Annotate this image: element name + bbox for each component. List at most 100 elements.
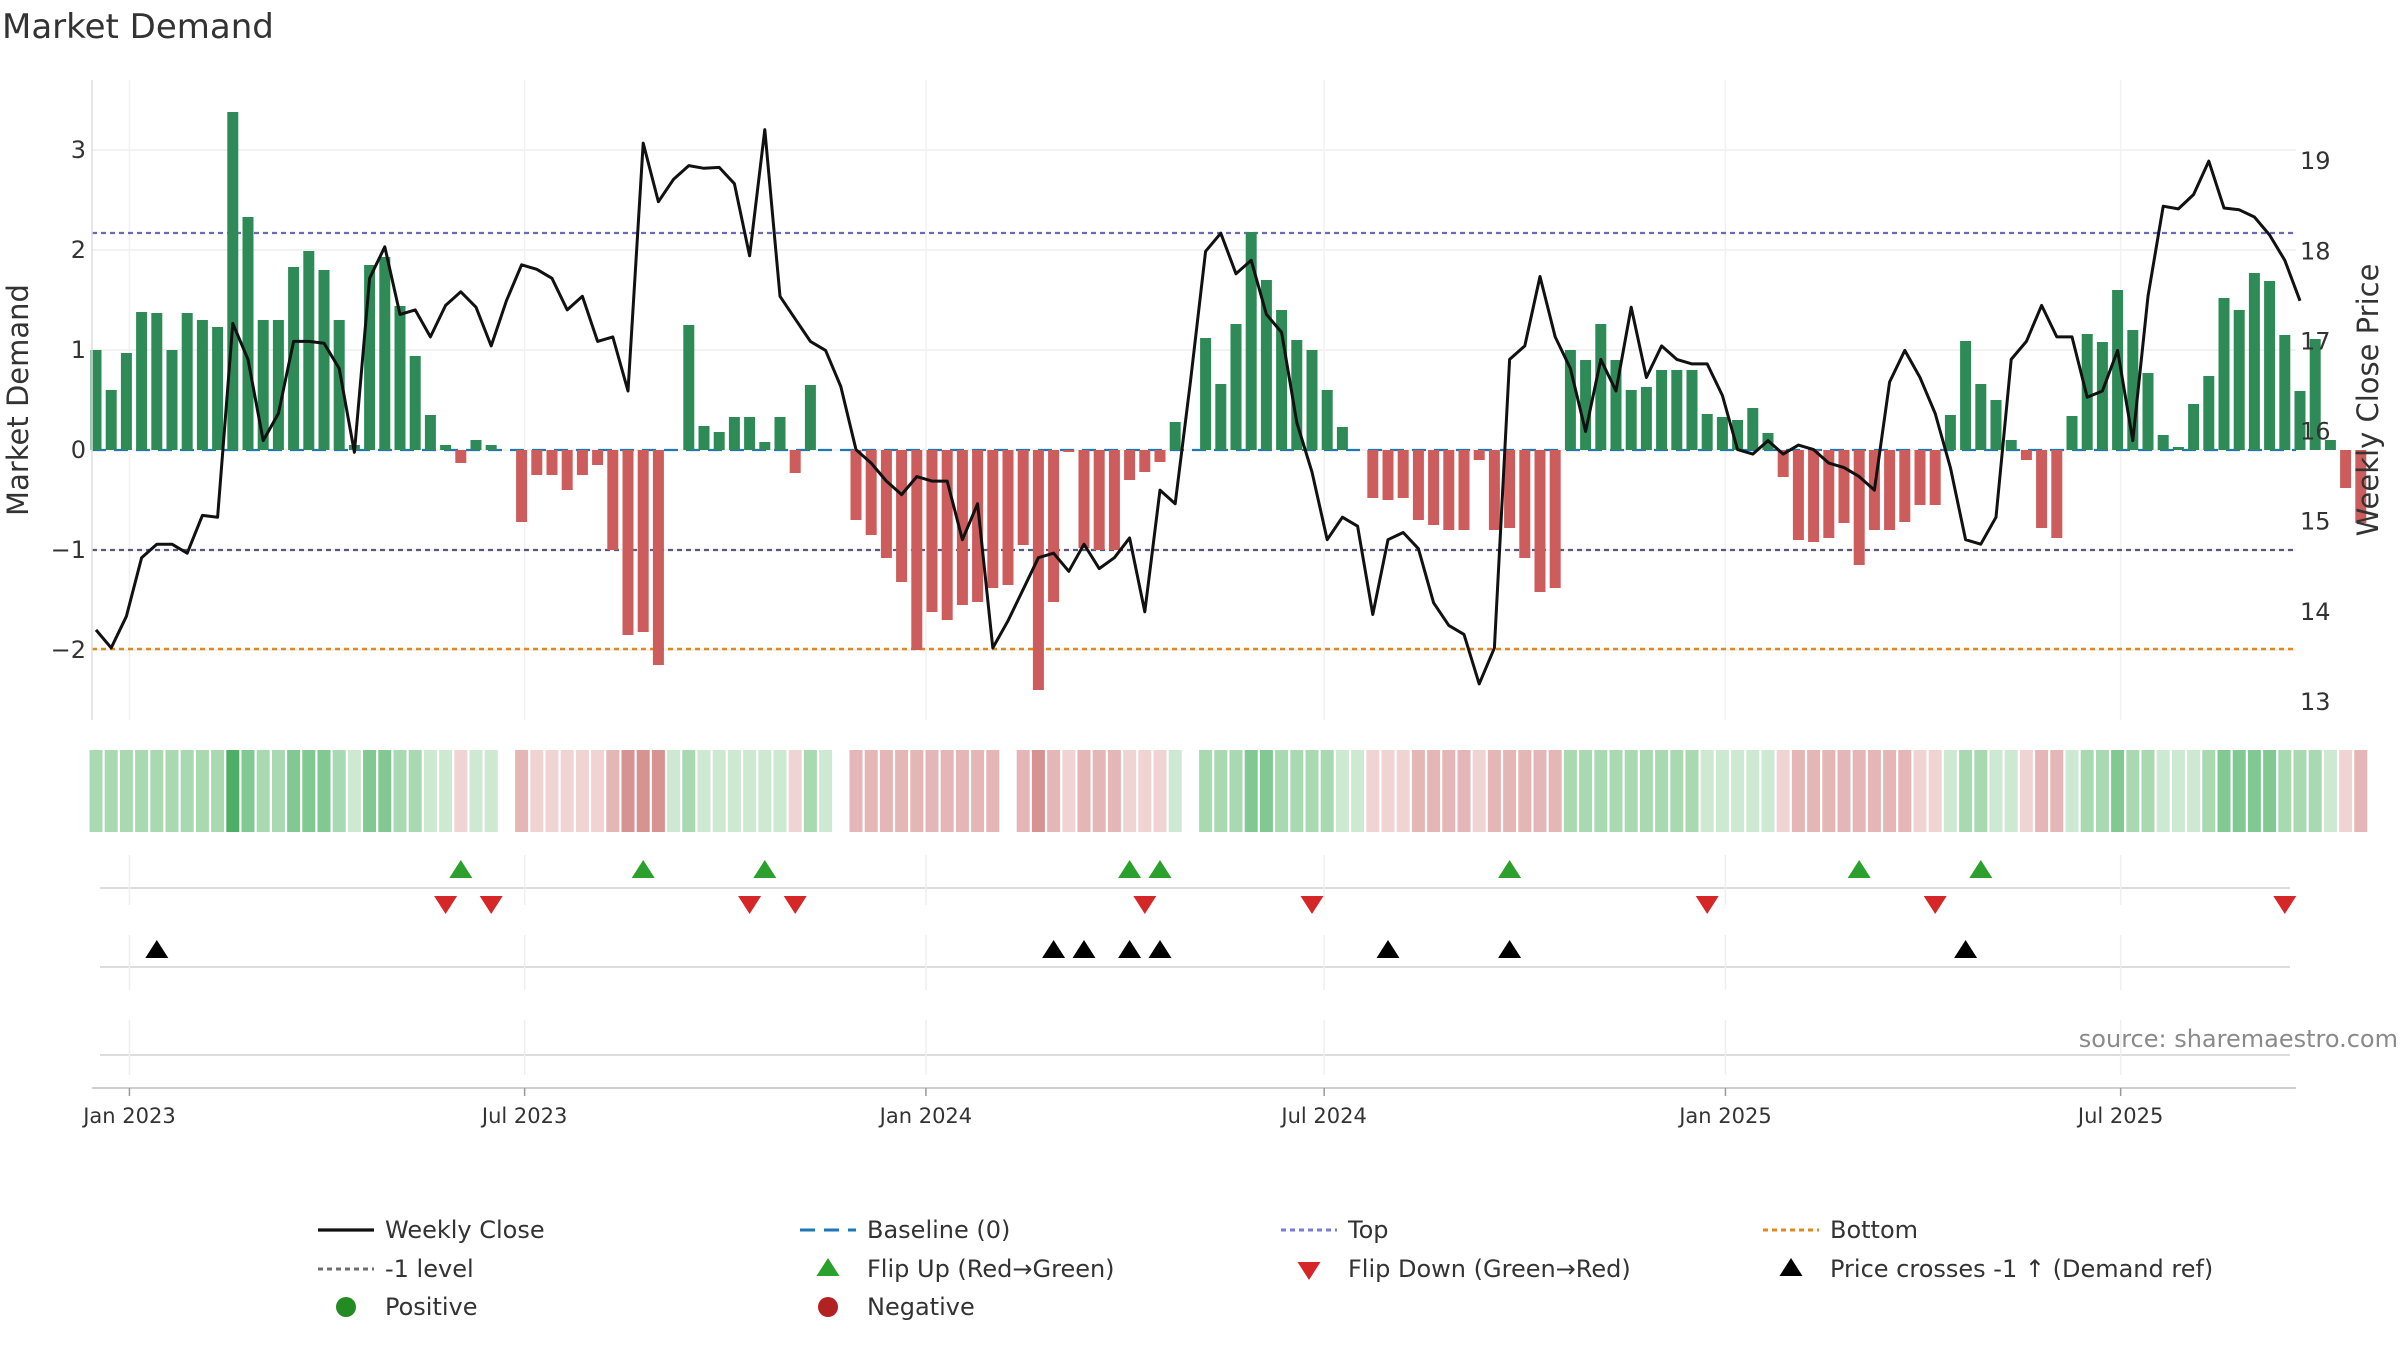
strip-cell [1898, 750, 1912, 832]
demand-bar-negative [1017, 450, 1029, 545]
strip-cell [2232, 750, 2246, 832]
strip-cell [667, 750, 681, 832]
demand-bar-positive [470, 440, 482, 450]
right-tick-label: 17 [2300, 327, 2331, 355]
strip-cell [1487, 750, 1501, 832]
strip-cell [1715, 750, 1729, 832]
flip-up-marker [449, 860, 473, 878]
left-axis-label: Market Demand [1, 284, 35, 516]
demand-bar-negative [1124, 450, 1136, 480]
strip-cell [986, 750, 1000, 832]
demand-bar-positive [1671, 370, 1683, 450]
legend-swatch-flip_up [816, 1258, 840, 1276]
strip-cell [727, 750, 741, 832]
demand-bar-positive [440, 445, 452, 450]
demand-bar-negative [1032, 450, 1044, 690]
strip-cell [1123, 750, 1137, 832]
right-tick-label: 14 [2300, 598, 2331, 626]
demand-color-strip [89, 750, 2368, 832]
price-cross-marker [1148, 940, 1172, 958]
demand-bar-positive [1990, 400, 2002, 450]
strip-cell [758, 750, 772, 832]
demand-bar-negative [455, 450, 467, 463]
strip-cell [104, 750, 118, 832]
demand-bar-negative [896, 450, 908, 582]
demand-bar-negative [546, 450, 558, 475]
strip-cell [2111, 750, 2125, 832]
flip-down-marker [479, 896, 503, 914]
strip-cell [2293, 750, 2307, 832]
demand-bar-negative [972, 450, 984, 602]
strip-cell [119, 750, 133, 832]
strip-cell [165, 750, 179, 832]
strip-cell [1503, 750, 1517, 832]
strip-cell [1928, 750, 1942, 832]
strip-cell [484, 750, 498, 832]
demand-bar-negative [1914, 450, 1926, 505]
strip-cell [1320, 750, 1334, 832]
demand-bar-positive [804, 385, 816, 450]
strip-cell [743, 750, 757, 832]
demand-bar-positive [1975, 384, 1987, 450]
demand-bar-positive [1640, 387, 1652, 450]
demand-bar-negative [1899, 450, 1911, 522]
price-cross-marker [1072, 940, 1096, 958]
strip-cell [2354, 750, 2368, 832]
strip-cell [1396, 750, 1410, 832]
demand-bar-negative [1078, 450, 1090, 548]
demand-bar-negative [592, 450, 604, 465]
legend-label-minus_one: -1 level [385, 1255, 474, 1283]
demand-bar-positive [242, 217, 254, 450]
strip-cell [849, 750, 863, 832]
demand-bar-negative [1929, 450, 1941, 505]
demand-bar-positive [1960, 341, 1972, 450]
demand-bar-positive [257, 320, 269, 450]
demand-bar-positive [2248, 273, 2260, 450]
flip-up-marker [1148, 860, 1172, 878]
flip-up-marker [753, 860, 777, 878]
demand-bar-positive [1230, 324, 1242, 450]
strip-cell [1199, 750, 1213, 832]
demand-bar-positive [1686, 370, 1698, 450]
strip-cell [1351, 750, 1365, 832]
demand-bar-negative [652, 450, 664, 665]
demand-bar-negative [1428, 450, 1440, 525]
strip-cell [1548, 750, 1562, 832]
demand-bar-positive [1215, 384, 1227, 450]
signal-markers [100, 855, 2297, 1075]
strip-cell [2323, 750, 2337, 832]
strip-cell [1442, 750, 1456, 832]
strip-cell [271, 750, 285, 832]
demand-bar-positive [394, 306, 406, 450]
demand-bar-positive [303, 251, 315, 450]
strip-cell [560, 750, 574, 832]
demand-bar-negative [1002, 450, 1014, 585]
strip-cell [2080, 750, 2094, 832]
strip-cell [925, 750, 939, 832]
strip-cell [2217, 750, 2231, 832]
demand-bar-positive [2294, 391, 2306, 450]
demand-bar-positive [2096, 342, 2108, 450]
strip-cell [773, 750, 787, 832]
strip-cell [332, 750, 346, 832]
strip-cell [2278, 750, 2292, 832]
flip-up-marker [1847, 860, 1871, 878]
strip-cell [287, 750, 301, 832]
strip-cell [2035, 750, 2049, 832]
flip-up-marker [1118, 860, 1142, 878]
demand-bar-negative [607, 450, 619, 550]
strip-cell [515, 750, 529, 832]
demand-bar-positive [272, 320, 284, 450]
demand-bar-negative [1154, 450, 1166, 462]
demand-bar-negative [1458, 450, 1470, 530]
flip-up-marker [1969, 860, 1993, 878]
demand-bar-positive [1625, 390, 1637, 450]
strip-cell [1943, 750, 1957, 832]
demand-bar-positive [2203, 376, 2215, 450]
strip-cell [241, 750, 255, 832]
demand-bar-negative [1108, 450, 1120, 550]
demand-bar-negative [987, 450, 999, 588]
strip-cell [682, 750, 696, 832]
x-tick-label: Jan 2024 [878, 1104, 973, 1128]
legend-label-weekly_close: Weekly Close [385, 1216, 545, 1244]
